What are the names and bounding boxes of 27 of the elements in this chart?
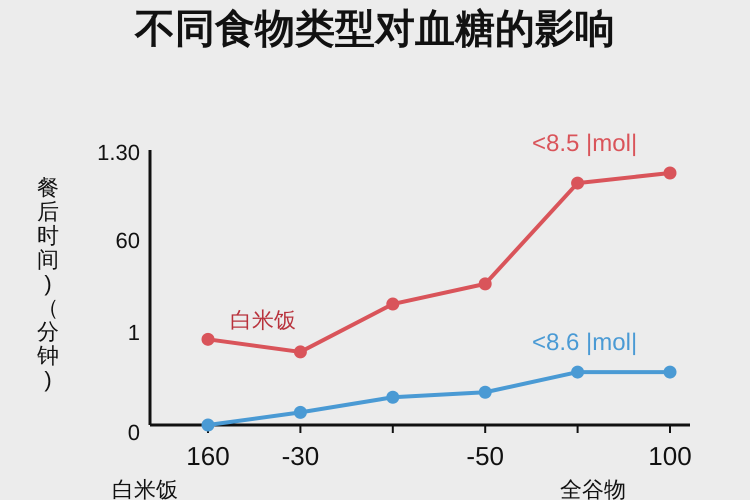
- point: [386, 298, 400, 311]
- text: 1.30: [97, 140, 140, 165]
- text: 0: [128, 420, 140, 445]
- point: [664, 366, 676, 379]
- x-tick-label: -50: [466, 441, 504, 471]
- point: [571, 366, 584, 379]
- point: [202, 418, 214, 432]
- point: [478, 277, 492, 290]
- point: [571, 176, 584, 190]
- text: 60: [116, 228, 140, 253]
- point: [478, 386, 492, 399]
- x-tick-label: 100: [648, 441, 692, 471]
- x-tick-label: -30: [282, 441, 320, 471]
- point: [202, 332, 214, 346]
- point: [294, 345, 307, 358]
- x-tick-label: 160: [186, 441, 230, 471]
- text: 1: [128, 320, 140, 345]
- chart-title: 不同食物类型对血糖的影响: [134, 7, 615, 51]
- point: [386, 390, 400, 404]
- series-label: 白米饭: [230, 307, 296, 332]
- text: 全谷物: [560, 477, 626, 500]
- annotation: <8.6 |mol|: [532, 329, 638, 356]
- text: 白米饭: [112, 477, 178, 500]
- text: <8.5 |mol|: [532, 130, 638, 157]
- text: 餐后时间)（分钟): [37, 175, 59, 392]
- point: [664, 166, 676, 180]
- point: [294, 406, 307, 419]
